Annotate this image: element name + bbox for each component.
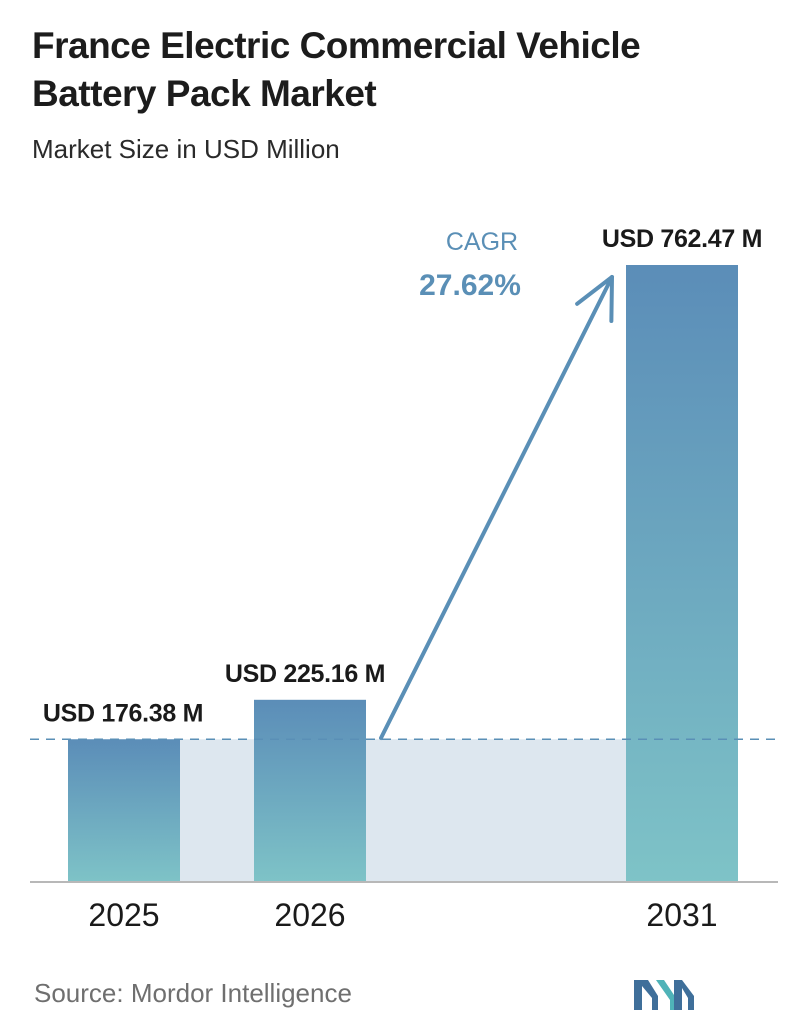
bar-2025: [68, 739, 180, 882]
chart-subtitle: Market Size in USD Million: [32, 134, 340, 164]
cagr-arrow-head: [575, 275, 614, 323]
source-note: Source: Mordor Intelligence: [34, 978, 352, 1008]
bar-2026: [254, 699, 366, 882]
overlay-layer: [30, 275, 782, 883]
cagr-label: CAGR: [446, 228, 518, 256]
data-label-2025: USD 176.38 M: [43, 699, 203, 727]
data-label-2026: USD 225.16 M: [225, 660, 385, 688]
chart-title: France Electric Commercial Vehicle Batte…: [32, 25, 641, 114]
data-label-2031: USD 762.47 M: [602, 225, 762, 253]
x-tick-label-2031: 2031: [646, 897, 717, 933]
label-layer: CAGR 27.62% USD 176.38 M USD 225.16 M USD 76…: [43, 225, 763, 933]
mordor-intelligence-logo: [634, 980, 694, 1010]
cagr-value: 27.62%: [419, 269, 521, 302]
cagr-arrow-shaft: [379, 275, 614, 740]
bar-layer: [68, 265, 738, 882]
x-tick-label-2026: 2026: [274, 897, 345, 933]
bar-2031: [626, 265, 738, 882]
x-tick-label-2025: 2025: [88, 897, 159, 933]
